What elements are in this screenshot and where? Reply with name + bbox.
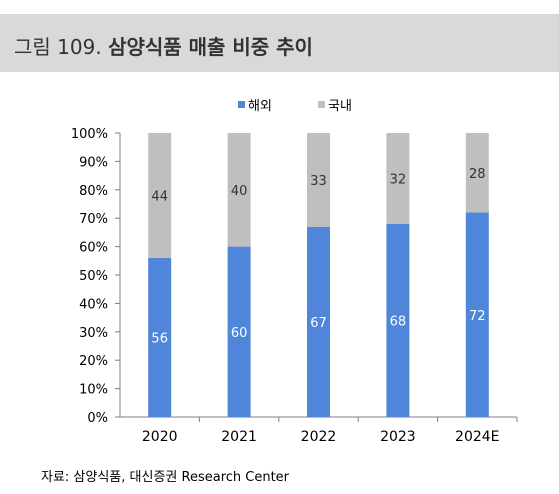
x-tick-label: 2022 bbox=[301, 429, 337, 445]
y-tick-label: 50% bbox=[79, 269, 108, 284]
y-tick-label: 40% bbox=[79, 297, 108, 312]
figure-title-text: 삼양식품 매출 비중 추이 bbox=[108, 35, 313, 59]
data-label-domestic: 40 bbox=[231, 184, 248, 199]
bar-domestic bbox=[386, 133, 410, 224]
data-label-domestic: 33 bbox=[310, 174, 327, 189]
bar-overseas bbox=[465, 212, 489, 417]
data-label-domestic: 44 bbox=[151, 189, 168, 204]
title-band: 그림 109. 삼양식품 매출 비중 추이 bbox=[0, 14, 559, 72]
y-tick-label: 70% bbox=[79, 212, 108, 227]
data-label-overseas: 67 bbox=[310, 316, 327, 331]
y-tick-label: 100% bbox=[71, 127, 108, 142]
y-tick-label: 30% bbox=[79, 326, 108, 341]
legend-swatch-domestic bbox=[318, 101, 325, 108]
bar-domestic bbox=[465, 133, 489, 213]
bar-overseas bbox=[307, 226, 330, 417]
data-label-overseas: 72 bbox=[469, 309, 486, 324]
bar-overseas bbox=[227, 246, 251, 417]
figure-number: 그림 109. bbox=[14, 35, 102, 59]
x-tick-label: 2024E bbox=[455, 429, 499, 445]
y-tick-label: 20% bbox=[79, 354, 108, 369]
bar-domestic bbox=[227, 133, 251, 247]
data-label-overseas: 68 bbox=[390, 314, 407, 329]
figure-title: 그림 109. 삼양식품 매출 비중 추이 bbox=[14, 31, 313, 60]
data-label-overseas: 60 bbox=[231, 326, 248, 341]
top-rule bbox=[0, 0, 559, 4]
bar-domestic bbox=[148, 133, 172, 258]
legend-swatch-overseas bbox=[238, 101, 245, 108]
bar-overseas bbox=[148, 257, 172, 417]
y-tick-label: 10% bbox=[79, 383, 108, 398]
bar-domestic bbox=[307, 133, 330, 227]
data-label-domestic: 32 bbox=[390, 172, 407, 187]
data-label-overseas: 56 bbox=[151, 331, 168, 346]
y-tick-label: 80% bbox=[79, 184, 108, 199]
x-tick-label: 2021 bbox=[221, 429, 257, 445]
legend-label-overseas: 해외 bbox=[248, 99, 272, 114]
x-tick-label: 2020 bbox=[142, 429, 178, 445]
data-label-domestic: 28 bbox=[469, 167, 486, 182]
y-tick-label: 90% bbox=[79, 155, 108, 170]
legend-label-domestic: 국내 bbox=[328, 99, 352, 114]
x-tick-label: 2023 bbox=[380, 429, 416, 445]
y-tick-label: 0% bbox=[87, 411, 108, 426]
bar-overseas bbox=[386, 223, 410, 417]
y-tick-label: 60% bbox=[79, 241, 108, 256]
source-note: 자료: 삼양식품, 대신증권 Research Center bbox=[41, 470, 290, 485]
